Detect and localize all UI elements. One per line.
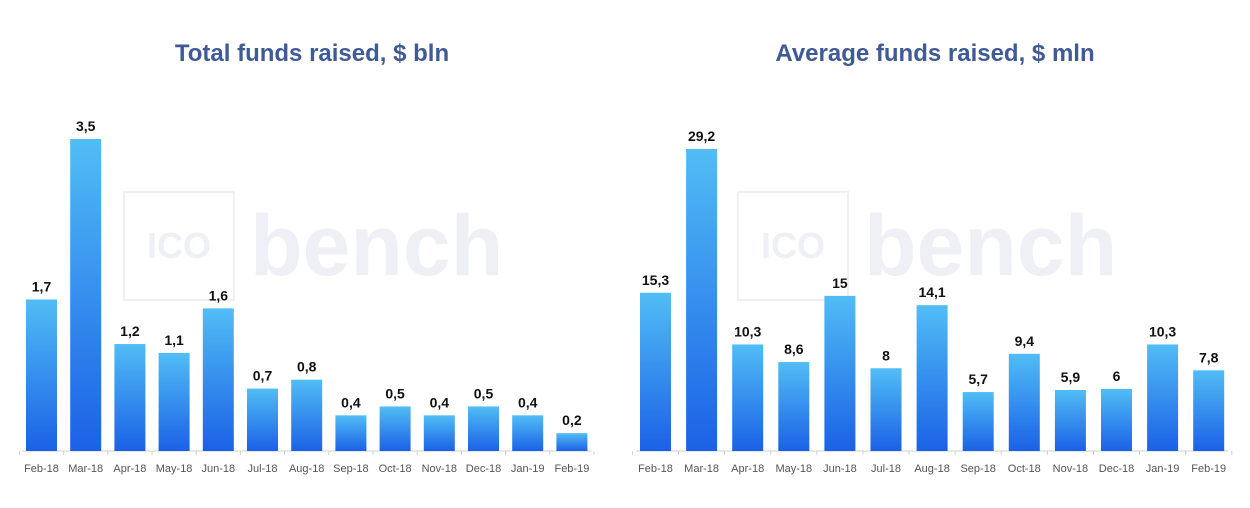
bar-jun-18 [824,295,856,451]
x-tick-label-may-18: May-18 [775,463,812,475]
bar-feb-19 [556,433,588,451]
data-label-oct-18: 9,4 [1015,333,1035,349]
chart-title-average-funds: Average funds raised, $ mln [775,40,1095,67]
bar-dec-18 [468,406,499,451]
x-tick-label-feb-18: Feb-18 [638,463,673,475]
data-label-may-18: 8,6 [784,341,804,357]
watermark: ICO bench [737,191,1117,301]
total-funds-chart: Total funds raised, $ bln ICO bench 1,7 F… [0,0,620,508]
bar-jun-18 [202,308,234,451]
bar-mar-18 [686,149,718,451]
x-tick-label-dec-18: Dec-18 [466,463,501,475]
watermark: ICO bench [123,191,503,301]
data-label-jun-18: 1,6 [209,287,229,303]
x-tick-label-jan-19: Jan-19 [1146,463,1180,475]
x-tick-label-nov-18: Nov-18 [422,463,457,475]
data-label-apr-18: 10,3 [734,323,761,339]
data-label-jan-19: 10,3 [1149,323,1176,339]
data-label-dec-18: 6 [1113,368,1121,384]
watermark-ico-text: ICO [761,225,825,266]
data-label-aug-18: 14,1 [918,284,945,300]
x-tick-label-aug-18: Aug-18 [289,463,324,475]
x-tick-label-dec-18: Dec-18 [1099,463,1134,475]
x-tick-label-mar-18: Mar-18 [684,463,719,475]
data-label-feb-19: 0,2 [562,412,582,428]
bar-jul-18 [247,388,278,451]
watermark-logo-box [123,191,235,301]
data-label-apr-18: 1,2 [120,323,140,339]
bar-sep-18 [962,392,994,451]
data-label-nov-18: 5,9 [1061,369,1081,385]
data-label-may-18: 1,1 [164,332,184,348]
data-label-nov-18: 0,4 [430,394,450,410]
x-tick-label-sep-18: Sep-18 [333,463,368,475]
data-label-mar-18: 29,2 [688,128,715,144]
average-funds-plot: ICO bench 15,3 Feb-18 29,2 Mar-18 10,3 Apr-18… [631,128,1233,475]
x-tick-label-feb-18: Feb-18 [24,463,59,475]
data-label-sep-18: 0,4 [341,394,361,410]
bar-apr-18 [732,344,764,451]
bar-feb-18 [640,292,671,451]
data-label-sep-18: 5,7 [968,371,988,387]
watermark-bench-text: bench [864,198,1117,294]
total-funds-plot: ICO bench 1,7 Feb-18 3,5 Mar-18 1,2 Apr-18 1,1… [18,118,595,475]
bar-jan-19 [512,415,544,451]
x-tick-label-apr-18: Apr-18 [113,463,146,475]
data-label-mar-18: 3,5 [76,118,96,134]
bar-feb-18 [26,299,57,451]
x-tick-label-jun-18: Jun-18 [823,463,857,475]
bar-jul-18 [870,368,902,451]
watermark-logo-box [737,191,849,301]
bar-aug-18 [916,305,948,451]
data-label-feb-18: 15,3 [642,272,669,288]
bar-jan-19 [1147,344,1179,451]
bar-apr-18 [114,344,146,451]
x-tick-label-feb-19: Feb-19 [1191,463,1226,475]
data-label-dec-18: 0,5 [474,385,494,401]
bar-sep-18 [335,415,367,451]
x-tick-label-jul-18: Jul-18 [871,463,901,475]
bar-nov-18 [423,415,455,451]
average-funds-chart: Average funds raised, $ mln ICO bench 15… [620,0,1250,508]
x-tick-label-may-18: May-18 [156,463,193,475]
x-tick-label-jan-19: Jan-19 [511,463,545,475]
bar-oct-18 [379,406,411,451]
data-label-jan-19: 0,4 [518,394,538,410]
x-tick-label-feb-19: Feb-19 [554,463,589,475]
data-label-oct-18: 0,5 [385,385,405,401]
bar-feb-19 [1193,370,1225,451]
x-tick-label-aug-18: Aug-18 [914,463,949,475]
x-tick-label-oct-18: Oct-18 [379,463,412,475]
watermark-ico-text: ICO [147,225,211,266]
x-tick-label-nov-18: Nov-18 [1053,463,1088,475]
chart-title-total-funds: Total funds raised, $ bln [174,40,450,67]
data-label-jul-18: 8 [882,347,890,363]
x-tick-label-jun-18: Jun-18 [201,463,235,475]
data-label-aug-18: 0,8 [297,359,317,375]
bar-may-18 [158,352,190,451]
data-label-feb-19: 7,8 [1199,349,1219,365]
bar-may-18 [778,362,810,451]
x-tick-label-apr-18: Apr-18 [731,463,764,475]
x-tick-label-sep-18: Sep-18 [960,463,995,475]
bar-oct-18 [1008,353,1040,451]
bar-aug-18 [291,379,323,451]
data-label-jul-18: 0,7 [253,368,273,384]
bar-nov-18 [1054,389,1086,451]
data-label-feb-18: 1,7 [32,278,52,294]
x-tick-label-jul-18: Jul-18 [248,463,278,475]
data-label-jun-18: 15 [832,275,848,291]
x-tick-label-mar-18: Mar-18 [68,463,103,475]
x-tick-label-oct-18: Oct-18 [1008,463,1041,475]
watermark-bench-text: bench [250,198,503,294]
bar-mar-18 [70,139,102,451]
bar-dec-18 [1101,388,1132,451]
